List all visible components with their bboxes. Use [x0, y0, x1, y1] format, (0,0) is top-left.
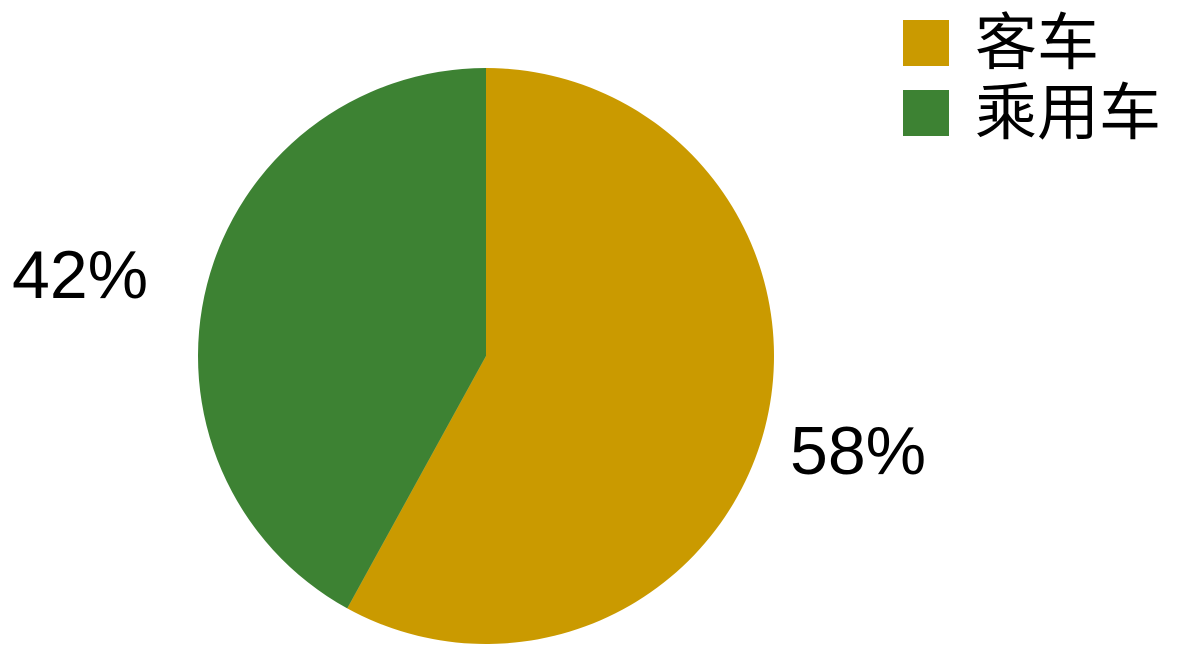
slice-label-passenger-car: 42% [12, 237, 148, 313]
pie-slice-bus [347, 68, 774, 644]
legend-swatch-bus [903, 20, 949, 66]
legend: 客车 乘用车 [903, 8, 1203, 148]
legend-label-bus: 客车 [975, 6, 1100, 79]
legend-item-bus: 客车 [903, 8, 1203, 78]
pie-slice-passenger-car [197, 68, 486, 609]
pie-slice-labels: 58% 42% [12, 237, 926, 489]
legend-label-passenger-car: 乘用车 [975, 76, 1162, 149]
pie-slices [197, 68, 774, 644]
slice-label-bus: 58% [790, 413, 926, 489]
legend-swatch-passenger-car [903, 90, 949, 136]
legend-item-passenger-car: 乘用车 [903, 78, 1203, 148]
